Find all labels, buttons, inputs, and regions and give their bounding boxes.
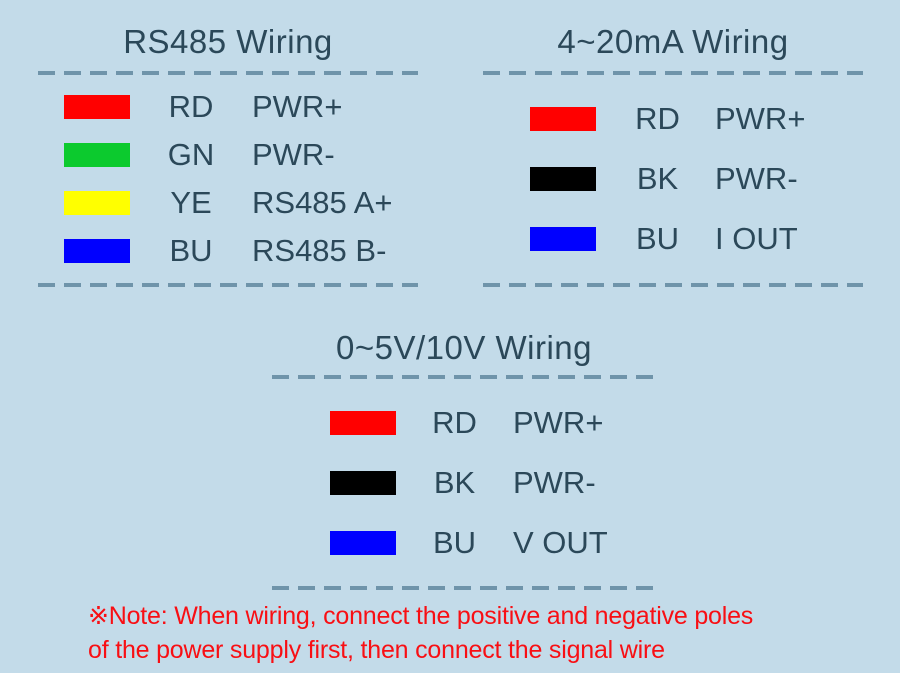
wire-abbr-label: BK xyxy=(636,161,679,196)
dashed-divider xyxy=(38,71,418,75)
wire-signal-label: V OUT xyxy=(513,525,608,560)
wire-row: YE RS485 A+ xyxy=(38,186,418,220)
note-line-2: of the power supply first, then connect … xyxy=(88,636,665,664)
wire-row: RD PWR+ xyxy=(483,102,863,136)
section-0-5v-10v-wiring: 0~5V/10V Wiring RD PWR+ BK PWR- BU V OUT xyxy=(272,322,656,602)
wiring-note: ※Note: When wiring, connect the positive… xyxy=(88,599,878,667)
wire-color-swatch-blue xyxy=(330,531,396,555)
wire-abbr-label: BK xyxy=(433,465,476,500)
dashed-divider xyxy=(38,283,418,287)
wire-color-swatch-red xyxy=(530,107,596,131)
wire-color-swatch-green xyxy=(64,143,130,167)
section-title: RS485 Wiring xyxy=(123,23,333,60)
dashed-divider xyxy=(272,586,656,590)
dashed-divider xyxy=(272,375,656,379)
dashed-divider xyxy=(483,283,863,287)
wire-signal-label: PWR+ xyxy=(513,405,604,440)
wire-abbr-label: BU xyxy=(432,525,477,560)
wire-abbr-label: GN xyxy=(167,137,215,172)
wire-row: RD PWR+ xyxy=(38,90,418,124)
wire-color-swatch-red xyxy=(64,95,130,119)
wire-row: BU V OUT xyxy=(272,526,656,560)
wire-row: BU RS485 B- xyxy=(38,234,418,268)
wire-abbr-label: BU xyxy=(635,221,680,256)
wire-abbr-label: BU xyxy=(169,233,213,268)
wire-signal-label: PWR- xyxy=(715,161,798,196)
wire-color-swatch-black xyxy=(530,167,596,191)
wire-signal-label: PWR+ xyxy=(252,89,343,124)
wire-row: BU I OUT xyxy=(483,222,863,256)
wire-color-swatch-yellow xyxy=(64,191,130,215)
wire-abbr-label: RD xyxy=(432,405,477,440)
wire-row: GN PWR- xyxy=(38,138,418,172)
wire-abbr-label: RD xyxy=(168,89,214,124)
wire-abbr-label: RD xyxy=(635,101,680,136)
wire-abbr-label: YE xyxy=(170,185,212,220)
wire-row: BK PWR- xyxy=(272,466,656,500)
wire-color-swatch-blue xyxy=(64,239,130,263)
section-title: 4~20mA Wiring xyxy=(557,23,789,60)
wire-color-swatch-black xyxy=(330,471,396,495)
section-4-20ma-wiring: 4~20mA Wiring RD PWR+ BK PWR- BU I OUT xyxy=(483,0,863,310)
wire-signal-label: PWR- xyxy=(252,137,335,172)
wire-color-swatch-red xyxy=(330,411,396,435)
wire-signal-label: I OUT xyxy=(715,221,798,256)
wire-signal-label: PWR- xyxy=(513,465,596,500)
section-rs485-wiring: RS485 Wiring RD PWR+ GN PWR- YE RS485 A+… xyxy=(38,0,418,310)
note-line-1: ※Note: When wiring, connect the positive… xyxy=(88,602,754,630)
dashed-divider xyxy=(483,71,863,75)
wire-row: RD PWR+ xyxy=(272,406,656,440)
wire-signal-label: RS485 B- xyxy=(252,233,387,268)
wire-signal-label: RS485 A+ xyxy=(252,185,393,220)
wire-row: BK PWR- xyxy=(483,162,863,196)
wire-signal-label: PWR+ xyxy=(715,101,806,136)
wire-color-swatch-blue xyxy=(530,227,596,251)
section-title: 0~5V/10V Wiring xyxy=(335,329,593,366)
